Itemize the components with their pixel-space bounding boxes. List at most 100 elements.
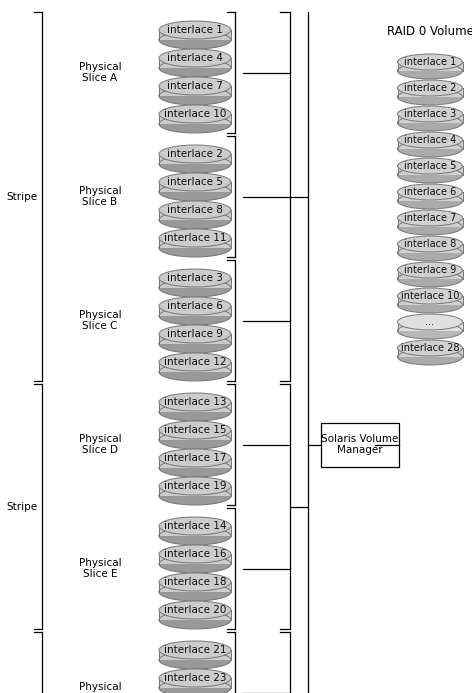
Text: interlace 9: interlace 9 (404, 265, 456, 275)
Ellipse shape (159, 155, 231, 173)
FancyBboxPatch shape (159, 238, 231, 248)
Ellipse shape (397, 54, 463, 70)
Ellipse shape (159, 77, 231, 95)
FancyBboxPatch shape (159, 278, 231, 288)
Text: interlace 14: interlace 14 (164, 521, 226, 531)
Ellipse shape (159, 115, 231, 133)
FancyBboxPatch shape (159, 86, 231, 96)
Text: interlace 2: interlace 2 (167, 149, 223, 159)
Ellipse shape (159, 363, 231, 381)
Text: interlace 20: interlace 20 (164, 605, 226, 615)
Ellipse shape (159, 105, 231, 123)
Text: interlace 10: interlace 10 (401, 291, 459, 301)
FancyBboxPatch shape (397, 140, 463, 149)
FancyBboxPatch shape (159, 486, 231, 496)
Ellipse shape (397, 167, 463, 183)
Ellipse shape (159, 679, 231, 693)
Ellipse shape (397, 297, 463, 313)
FancyBboxPatch shape (159, 362, 231, 372)
Ellipse shape (159, 477, 231, 495)
Ellipse shape (159, 353, 231, 371)
Text: interlace 13: interlace 13 (164, 397, 226, 407)
Ellipse shape (397, 288, 463, 304)
FancyBboxPatch shape (159, 30, 231, 40)
FancyBboxPatch shape (397, 322, 463, 331)
FancyBboxPatch shape (159, 306, 231, 316)
Text: Physical
Slice C: Physical Slice C (79, 310, 121, 331)
Ellipse shape (159, 49, 231, 67)
Ellipse shape (397, 210, 463, 226)
Text: interlace 19: interlace 19 (164, 481, 226, 491)
Ellipse shape (397, 106, 463, 122)
Ellipse shape (397, 132, 463, 148)
Ellipse shape (159, 583, 231, 601)
Text: interlace 7: interlace 7 (404, 213, 456, 223)
Ellipse shape (397, 89, 463, 105)
Ellipse shape (159, 555, 231, 573)
FancyBboxPatch shape (159, 582, 231, 592)
Text: Physical
Slice B: Physical Slice B (79, 186, 121, 207)
FancyBboxPatch shape (159, 430, 231, 440)
Ellipse shape (159, 573, 231, 591)
Text: interlace 4: interlace 4 (404, 135, 456, 145)
Ellipse shape (159, 517, 231, 535)
FancyBboxPatch shape (397, 114, 463, 123)
FancyBboxPatch shape (159, 458, 231, 468)
Text: interlace 5: interlace 5 (167, 177, 223, 187)
Ellipse shape (159, 145, 231, 163)
FancyBboxPatch shape (397, 218, 463, 227)
Ellipse shape (397, 80, 463, 96)
Text: interlace 11: interlace 11 (164, 233, 226, 243)
Ellipse shape (159, 431, 231, 449)
Text: interlace 21: interlace 21 (164, 645, 226, 655)
Text: interlace 16: interlace 16 (164, 549, 226, 559)
Ellipse shape (159, 201, 231, 219)
Text: interlace 18: interlace 18 (164, 577, 226, 587)
FancyBboxPatch shape (159, 678, 231, 688)
Ellipse shape (159, 487, 231, 505)
FancyBboxPatch shape (397, 244, 463, 253)
FancyBboxPatch shape (397, 270, 463, 279)
FancyBboxPatch shape (159, 554, 231, 564)
Text: Physical
Slice D: Physical Slice D (79, 434, 121, 455)
FancyBboxPatch shape (159, 526, 231, 536)
Ellipse shape (397, 193, 463, 209)
Ellipse shape (397, 271, 463, 287)
Ellipse shape (159, 229, 231, 247)
Ellipse shape (397, 349, 463, 365)
Ellipse shape (159, 545, 231, 563)
Ellipse shape (397, 63, 463, 79)
FancyBboxPatch shape (159, 154, 231, 164)
FancyBboxPatch shape (397, 348, 463, 357)
Text: interlace 3: interlace 3 (167, 273, 223, 283)
Text: interlace 6: interlace 6 (404, 187, 456, 197)
Ellipse shape (159, 651, 231, 669)
Ellipse shape (159, 449, 231, 467)
Ellipse shape (397, 219, 463, 235)
Ellipse shape (159, 601, 231, 619)
Text: interlace 17: interlace 17 (164, 453, 226, 463)
Ellipse shape (397, 245, 463, 261)
FancyBboxPatch shape (397, 192, 463, 201)
Text: interlace 7: interlace 7 (167, 81, 223, 91)
Ellipse shape (159, 269, 231, 287)
Text: interlace 8: interlace 8 (167, 205, 223, 215)
Text: ...: ... (425, 317, 435, 327)
Text: Physical
Slice F: Physical Slice F (79, 682, 121, 693)
Text: interlace 6: interlace 6 (167, 301, 223, 311)
Ellipse shape (159, 307, 231, 325)
Ellipse shape (159, 421, 231, 439)
Ellipse shape (159, 211, 231, 229)
Text: interlace 5: interlace 5 (404, 161, 456, 171)
Ellipse shape (159, 527, 231, 545)
Text: interlace 15: interlace 15 (164, 425, 226, 435)
Ellipse shape (159, 31, 231, 49)
Text: interlace 3: interlace 3 (404, 109, 456, 119)
FancyBboxPatch shape (159, 58, 231, 68)
Text: interlace 4: interlace 4 (167, 53, 223, 63)
FancyBboxPatch shape (397, 296, 463, 305)
Text: interlace 12: interlace 12 (164, 357, 226, 367)
Text: Solaris Volume
Manager: Solaris Volume Manager (321, 434, 399, 455)
Ellipse shape (159, 21, 231, 39)
Ellipse shape (159, 59, 231, 77)
